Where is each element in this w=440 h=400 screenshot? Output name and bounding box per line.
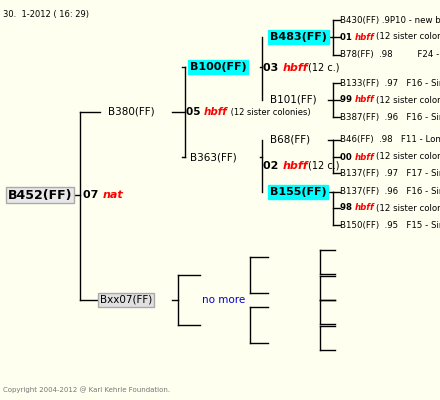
Text: 99: 99 xyxy=(340,96,355,104)
Text: Bxx07(FF): Bxx07(FF) xyxy=(100,295,152,305)
Text: B155(FF): B155(FF) xyxy=(270,187,326,197)
Text: hbff: hbff xyxy=(355,152,375,162)
Text: no more: no more xyxy=(202,295,245,305)
Text: B380(FF): B380(FF) xyxy=(108,107,154,117)
Text: B137(FF)  .97   F17 - Sinop62R: B137(FF) .97 F17 - Sinop62R xyxy=(340,168,440,178)
Text: 30.  1-2012 ( 16: 29): 30. 1-2012 ( 16: 29) xyxy=(3,10,89,19)
Text: (12 c.): (12 c.) xyxy=(308,63,340,73)
Text: B101(FF): B101(FF) xyxy=(270,95,317,105)
Text: 00: 00 xyxy=(340,152,355,162)
Text: B46(FF)  .98   F11 - Longos77R: B46(FF) .98 F11 - Longos77R xyxy=(340,136,440,144)
Text: (12 sister colonies): (12 sister colonies) xyxy=(376,96,440,104)
Text: 01: 01 xyxy=(340,32,355,42)
Text: (12 sister colonies): (12 sister colonies) xyxy=(376,204,440,212)
Text: 02: 02 xyxy=(263,161,282,171)
Text: B78(FF)  .98         F24 - B-xx43: B78(FF) .98 F24 - B-xx43 xyxy=(340,50,440,60)
Text: Copyright 2004-2012 @ Karl Kehrle Foundation.: Copyright 2004-2012 @ Karl Kehrle Founda… xyxy=(3,386,170,393)
Text: B68(FF): B68(FF) xyxy=(270,135,310,145)
Text: (12 sister colonies): (12 sister colonies) xyxy=(228,108,311,116)
Text: 07: 07 xyxy=(83,190,102,200)
Text: hbff: hbff xyxy=(283,161,308,171)
Text: B387(FF)  .96   F16 - Sinop62R: B387(FF) .96 F16 - Sinop62R xyxy=(340,112,440,122)
Text: hbff: hbff xyxy=(355,96,375,104)
Text: B150(FF)  .95   F15 - Sinop62R: B150(FF) .95 F15 - Sinop62R xyxy=(340,220,440,230)
Text: B452(FF): B452(FF) xyxy=(8,188,73,202)
Text: (12 sister colonies): (12 sister colonies) xyxy=(376,32,440,42)
Text: hbff: hbff xyxy=(204,107,228,117)
Text: nat: nat xyxy=(103,190,124,200)
Text: B483(FF): B483(FF) xyxy=(270,32,327,42)
Text: (12 c.): (12 c.) xyxy=(308,161,340,171)
Text: B100(FF): B100(FF) xyxy=(190,62,247,72)
Text: B430(FF) .9P10 - new buckfast: B430(FF) .9P10 - new buckfast xyxy=(340,16,440,24)
Text: hbff: hbff xyxy=(355,32,375,42)
Text: B133(FF)  .97   F16 - Sinop62R: B133(FF) .97 F16 - Sinop62R xyxy=(340,78,440,88)
Text: B137(FF)  .96   F16 - Sinop62R: B137(FF) .96 F16 - Sinop62R xyxy=(340,188,440,196)
Text: B363(FF): B363(FF) xyxy=(190,152,237,162)
Text: (12 sister colonies): (12 sister colonies) xyxy=(376,152,440,162)
Text: hbff: hbff xyxy=(283,63,308,73)
Text: hbff: hbff xyxy=(355,204,375,212)
Text: 98: 98 xyxy=(340,204,355,212)
Text: 03: 03 xyxy=(263,63,282,73)
Text: 05: 05 xyxy=(186,107,204,117)
